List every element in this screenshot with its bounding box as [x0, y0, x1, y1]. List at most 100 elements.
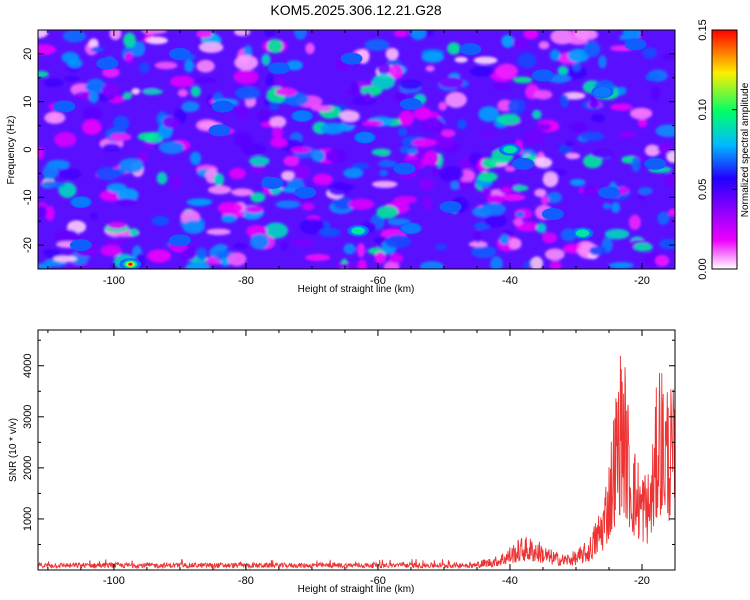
spectrogram-cell [564, 65, 588, 80]
spectrogram-cell [213, 173, 225, 186]
spectrogram-cell [550, 49, 561, 61]
spectrogram-peak [512, 157, 535, 170]
spectrogram-cell [38, 147, 45, 160]
spectrogram-cell [233, 242, 248, 249]
spectrogram-cell [590, 149, 615, 159]
spectrogram-cell [589, 95, 599, 109]
spectrogram-cell [397, 127, 408, 137]
snr-x-label: Height of straight line (km) [298, 584, 415, 595]
spectrogram-cell [569, 122, 588, 133]
spectrogram-cell [371, 73, 396, 90]
spectrogram-cell [513, 76, 533, 84]
spectrogram-cell [486, 194, 505, 204]
spectrogram-cell [285, 60, 303, 71]
spectrogram-cell [100, 245, 122, 257]
spectrogram-cell [628, 214, 641, 230]
y-tick-label: 4000 [22, 354, 34, 378]
spectrogram-cell [611, 202, 621, 213]
spectrogram-cell [438, 76, 464, 89]
spectrogram-cell [398, 110, 414, 126]
spectrogram-cell [190, 198, 213, 206]
spectrogram-cell [507, 98, 526, 115]
spectrogram-cell [229, 167, 247, 180]
spectrogram-cell [234, 30, 251, 37]
spectrogram-cell [478, 106, 500, 122]
spectrogram-cell [275, 87, 298, 97]
spectrogram-cell [513, 185, 529, 192]
spectrogram-cell [399, 145, 409, 154]
spectrogram-peak [261, 176, 284, 189]
spectrogram-x-label: Height of straight line (km) [298, 284, 415, 295]
spectrogram-cell [425, 65, 435, 72]
x-tick-label: -80 [238, 575, 254, 587]
spectrogram-cell [54, 131, 77, 148]
spectrogram-cell [572, 61, 581, 72]
spectrogram-cell [172, 174, 181, 191]
spectrogram-cell [583, 41, 601, 58]
x-tick-label: -80 [238, 275, 254, 287]
snr-series-line [38, 355, 675, 570]
spectrogram-cell [504, 165, 516, 172]
spectrogram-cell [137, 151, 149, 162]
spectrogram-cell [350, 81, 360, 97]
spectrogram-cell [495, 63, 518, 79]
spectrogram-y-axis: -20 -10 0 10 20 [22, 29, 675, 270]
spectrogram-peak [624, 38, 647, 51]
spectrogram-peak [267, 62, 290, 75]
spectrogram-cell [481, 157, 498, 169]
spectrogram-cell [469, 66, 495, 77]
spectrogram-cell [630, 107, 653, 120]
spectrogram-cell [42, 249, 61, 256]
spectrogram-cell [399, 79, 422, 91]
spectrogram-cell [66, 262, 92, 269]
spectrogram-cell [445, 91, 467, 108]
spectrogram-cell [118, 158, 144, 174]
spectrogram-cell [107, 221, 127, 229]
spectrogram-cell [389, 64, 404, 80]
y-tick-label: -20 [22, 237, 34, 253]
colorbar-tick-label: 0.00 [697, 258, 709, 279]
spectrogram-cell [227, 252, 247, 267]
y-tick-label: 1000 [22, 507, 34, 531]
spectrogram-cell [439, 166, 464, 183]
spectrogram-cell [419, 261, 444, 269]
spectrogram-cell [99, 192, 116, 199]
spectrogram-cell [299, 218, 325, 235]
spectrogram-cell [357, 243, 366, 258]
spectrogram-cell [63, 75, 81, 82]
spectrogram-cell [265, 73, 275, 87]
spectrogram-cell [546, 191, 562, 204]
spectrogram-cell [156, 171, 168, 185]
snr-background [38, 330, 675, 570]
spectrogram-peaks [53, 38, 667, 269]
spectrogram-cell [666, 150, 675, 163]
y-tick-label: 0 [22, 146, 34, 152]
spectrogram-cell [569, 178, 586, 187]
spectrogram-cell [196, 59, 215, 73]
spectrogram-cell [363, 92, 373, 103]
spectrogram-cell [267, 39, 283, 54]
spectrogram-cell [189, 151, 202, 165]
spectrogram-cell [663, 173, 675, 188]
spectrogram-cell [562, 91, 586, 100]
spectrogram-cell [385, 234, 411, 249]
spectrogram-cell [523, 261, 532, 269]
colorbar-tick-label: 0.15 [697, 19, 709, 40]
spectrogram-cell [560, 94, 569, 108]
colorbar: 0.00 0.05 0.10 0.15 Normalized spectral amp… [697, 19, 750, 279]
y-tick-label: 20 [22, 48, 34, 60]
spectrogram-peak-core [355, 132, 374, 143]
spectrogram-cell [535, 123, 552, 131]
spectrogram-cell [454, 56, 468, 63]
spectrogram-cell [413, 106, 432, 121]
spectrogram-cell [379, 169, 388, 177]
spectrogram-cell [61, 51, 80, 64]
spectrogram-cell [644, 144, 660, 157]
spectrogram-cell [275, 200, 301, 209]
spectrogram-cell [62, 30, 87, 43]
spectrogram-cell [423, 196, 432, 212]
spectrogram-cell [499, 234, 510, 245]
spectrogram-cell [468, 241, 488, 248]
spectrogram-cell [54, 229, 80, 244]
spectrogram-cell [334, 263, 357, 269]
